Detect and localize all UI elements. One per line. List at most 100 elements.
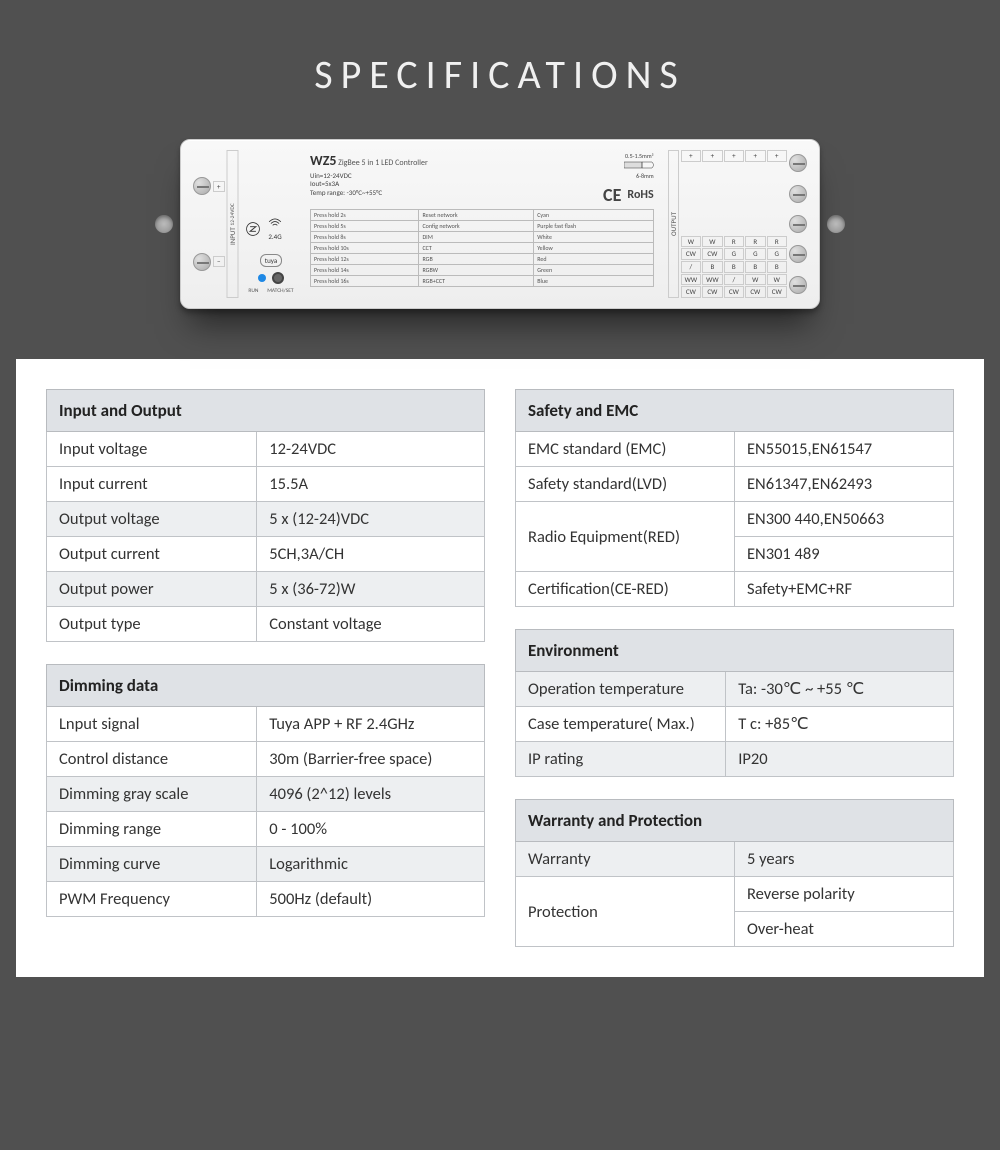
wire-spec: 0.5-1.5mm² (603, 152, 654, 160)
spec-key: IP rating (516, 742, 726, 777)
pin-label: CW (767, 286, 787, 298)
spec-key: Output current (47, 537, 257, 572)
wire-strip-icon (624, 160, 654, 170)
pin-label: + (213, 181, 225, 193)
spec-key: Lnput signal (47, 707, 257, 742)
spec-value: Over-heat (735, 912, 954, 947)
temp-range: Temp range: -30°C~+55°C (310, 189, 428, 197)
pin-label: B (745, 261, 765, 273)
terminal-screw (193, 253, 211, 271)
right-column: Safety and EMCEMC standard (EMC)EN55015,… (515, 389, 954, 947)
pin-label: + (681, 150, 701, 162)
page-title: SPECIFICATIONS (0, 50, 1000, 99)
spec-key: Protection (516, 877, 735, 947)
press-cell: Press hold 2s (311, 210, 419, 221)
io-table: Input and OutputInput voltage12-24VDCInp… (46, 389, 485, 642)
pin-label: CW (745, 286, 765, 298)
terminal-screw (789, 154, 807, 172)
table-row: Radio Equipment(RED)EN300 440,EN50663 (516, 502, 954, 537)
pin-label: B (724, 261, 744, 273)
pin-label: W (767, 274, 787, 286)
run-led (258, 274, 266, 282)
spec-value: 4096 (2^12) levels (257, 777, 485, 812)
spec-key: Certification(CE-RED) (516, 572, 735, 607)
press-cell: Press hold 5s (311, 221, 419, 232)
spec-value: EN300 440,EN50663 (735, 502, 954, 537)
pin-label: G (724, 248, 744, 260)
press-cell: Yellow (534, 243, 653, 254)
spec-key: Dimming gray scale (47, 777, 257, 812)
table-row: Output current5CH,3A/CH (47, 537, 485, 572)
terminal-screw (789, 185, 807, 203)
pin-label: W (745, 274, 765, 286)
pin-label: + (702, 150, 722, 162)
tuya-badge: tuya (260, 254, 282, 267)
table-row: Input voltage12-24VDC (47, 432, 485, 467)
table-row: Input current15.5A (47, 467, 485, 502)
table-row: Output voltage5 x (12-24)VDC (47, 502, 485, 537)
wifi-icon (268, 216, 282, 230)
spec-value: 0 - 100% (257, 812, 485, 847)
input-terminal-block: +− INPUT 12-24VDC (193, 150, 238, 298)
spec-value: EN55015,EN61547 (735, 432, 954, 467)
press-cell: RGB+CCT (419, 276, 534, 287)
press-cell: Press hold 8s (311, 232, 419, 243)
match-label: MATCH/SET (267, 288, 293, 294)
terminal-screw (789, 215, 807, 233)
spec-key: Output voltage (47, 502, 257, 537)
tables-panel: Input and OutputInput voltage12-24VDCInp… (16, 359, 984, 977)
spec-value: 5 x (12-24)VDC (257, 502, 485, 537)
pin-label: / (724, 274, 744, 286)
pin-label: W (681, 236, 701, 248)
antenna-label: 2.4G (268, 216, 282, 241)
pin-label: WW (681, 274, 701, 286)
press-cell: Press hold 12s (311, 254, 419, 265)
press-cell: Press hold 16s (311, 276, 419, 287)
model-subtitle: ZigBee 5 in 1 LED Controller (338, 158, 428, 168)
spec-key: Operation temperature (516, 672, 726, 707)
section-title: Warranty and Protection (516, 800, 954, 842)
press-cell: Blue (534, 276, 653, 287)
pin-label: G (767, 248, 787, 260)
spec-value: 12-24VDC (257, 432, 485, 467)
table-row: Output power5 x (36-72)W (47, 572, 485, 607)
rohs-mark: RoHS (627, 188, 653, 202)
spec-value: Safety+EMC+RF (735, 572, 954, 607)
spec-value: Constant voltage (257, 607, 485, 642)
dimming-table: Dimming dataLnput signalTuya APP + RF 2.… (46, 664, 485, 917)
pin-label: + (745, 150, 765, 162)
spec-value: 500Hz (default) (257, 882, 485, 917)
spec-value: 5 x (36-72)W (257, 572, 485, 607)
press-cell: Red (534, 254, 653, 265)
pin-label: CW (702, 248, 722, 260)
section-title: Environment (516, 630, 954, 672)
press-cell: RGB (419, 254, 534, 265)
environment-table: EnvironmentOperation temperatureTa: -30℃… (515, 629, 954, 777)
spec-value: Reverse polarity (735, 877, 954, 912)
pin-label: R (745, 236, 765, 248)
pin-label: G (745, 248, 765, 260)
table-row: Dimming gray scale4096 (2^12) levels (47, 777, 485, 812)
spec-key: Safety standard(LVD) (516, 467, 735, 502)
press-cell: RGBW (419, 265, 534, 276)
table-row: Warranty5 years (516, 842, 954, 877)
mount-hole-left (155, 215, 173, 233)
pin-label: B (702, 261, 722, 273)
table-row: Dimming range0 - 100% (47, 812, 485, 847)
pin-label: − (213, 256, 225, 268)
pin-label: / (681, 261, 701, 273)
terminal-screw (789, 245, 807, 263)
spec-key: Control distance (47, 742, 257, 777)
table-row: Certification(CE-RED)Safety+EMC+RF (516, 572, 954, 607)
table-row: IP ratingIP20 (516, 742, 954, 777)
press-hold-table: Press hold 2sReset networkCyanPress hold… (310, 209, 654, 287)
output-label: OUTPUT (669, 212, 678, 236)
pin-label: R (724, 236, 744, 248)
table-row: ProtectionReverse polarity (516, 877, 954, 912)
side-controls: 2.4G tuya RUN MATCH/SET (246, 150, 296, 298)
terminal-screw (193, 177, 211, 195)
pin-label: R (767, 236, 787, 248)
spec-value: 15.5A (257, 467, 485, 502)
input-sub: 12-24VDC (230, 203, 236, 225)
warranty-table: Warranty and ProtectionWarranty5 yearsPr… (515, 799, 954, 947)
